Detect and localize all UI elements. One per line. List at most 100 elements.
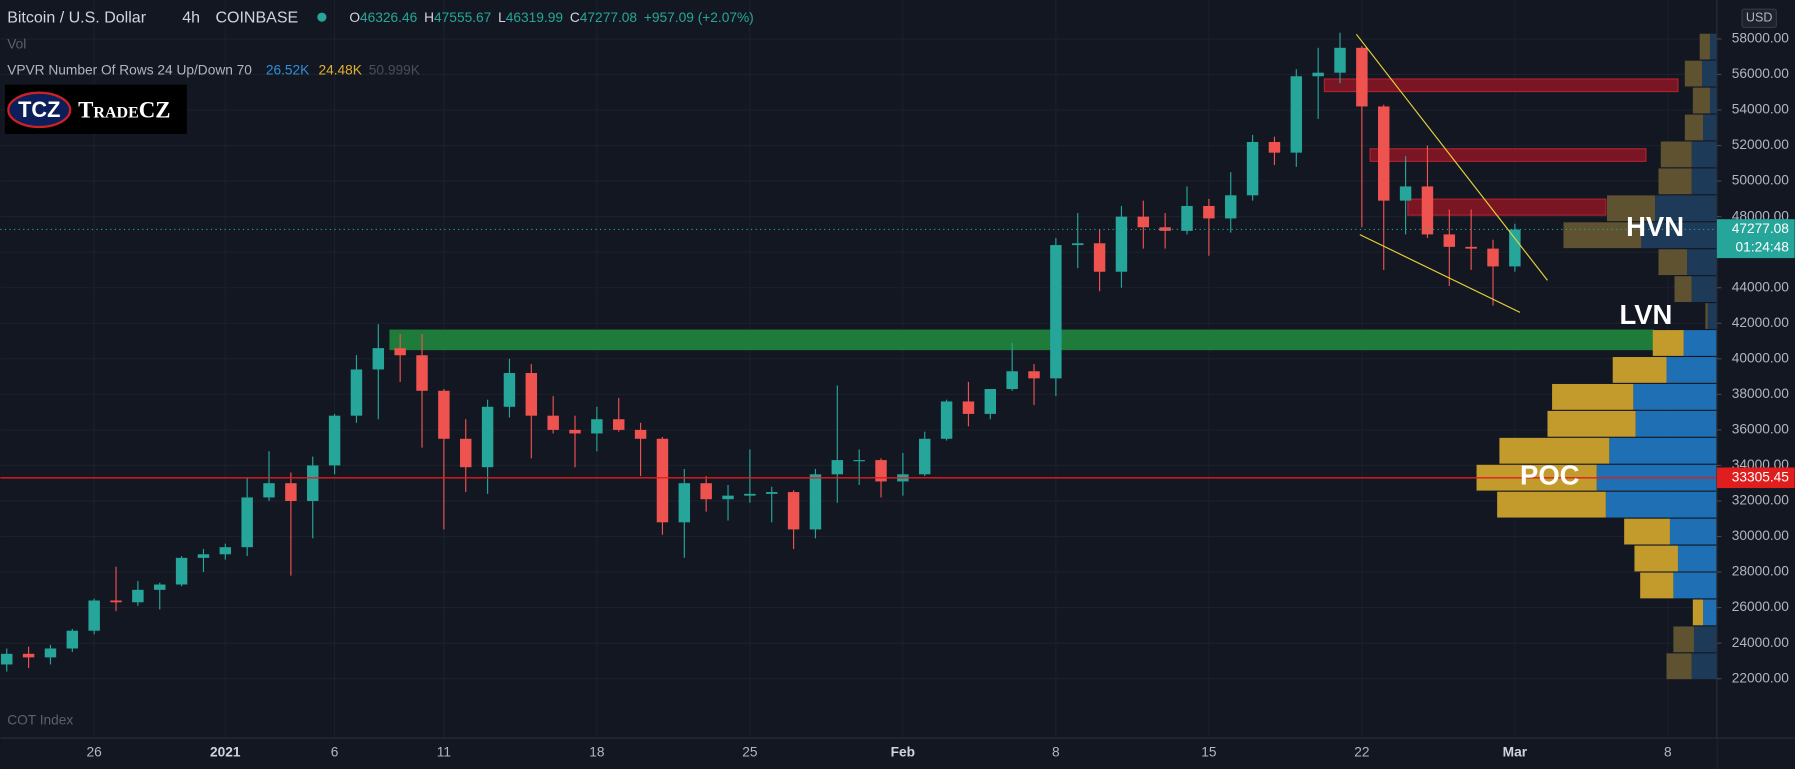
candle-body <box>1509 229 1521 267</box>
profile-up <box>1691 653 1717 680</box>
x-tick-label: 8 <box>1664 745 1672 760</box>
price-axis <box>1716 0 1795 769</box>
profile-down <box>1658 168 1692 195</box>
volume-profile <box>1476 33 1717 680</box>
annotation: HVN <box>1626 211 1684 242</box>
currency-box <box>1741 8 1777 29</box>
candle-body <box>394 348 406 356</box>
candle-body <box>1443 234 1456 247</box>
y-tick-label: 44000.00 <box>1732 279 1790 294</box>
candles <box>1 32 1521 672</box>
candle-body <box>1487 248 1499 267</box>
profile-down <box>1552 383 1634 410</box>
candle-body <box>154 584 166 590</box>
candle-body <box>853 460 865 462</box>
y-tick-label: 56000.00 <box>1732 66 1790 81</box>
ohlc: O 46326.46 H 47555.67 L 46319.99 C 47277.08 +957… <box>349 10 753 25</box>
candle-body <box>1465 246 1477 249</box>
x-tick-label: 15 <box>1201 745 1217 760</box>
profile-down <box>1624 518 1670 545</box>
resistance-zone <box>1323 78 1679 93</box>
exchange: COINBASE <box>215 9 298 27</box>
profile-up <box>1655 195 1717 222</box>
candle-body <box>831 460 844 475</box>
candle-body <box>241 497 253 548</box>
resistance-zone <box>1369 148 1647 162</box>
candle-body <box>481 406 494 468</box>
x-tick-label: Feb <box>891 745 915 760</box>
profile-up <box>1683 330 1717 356</box>
profile-down <box>1673 626 1694 653</box>
ohlc-change: +957.09 (+2.07%) <box>644 10 754 25</box>
profile-down <box>1499 437 1610 464</box>
candle-body <box>613 419 625 430</box>
profile-up <box>1693 626 1717 653</box>
candle-body <box>1290 76 1303 153</box>
vpvr-label: VPVR Number Of Rows 24 Up/Down 70 <box>7 63 252 78</box>
profile-down <box>1652 330 1684 356</box>
candle-body <box>984 389 997 414</box>
countdown: 01:24:48 <box>1736 239 1790 254</box>
vpvr-value: 26.52K <box>266 63 309 78</box>
candle-body <box>1246 141 1259 196</box>
poc-tag <box>1716 467 1795 489</box>
candle-body <box>919 438 931 475</box>
candle-body <box>110 600 122 603</box>
candle-body <box>1203 205 1215 219</box>
candle-body <box>503 373 516 407</box>
vpvr-value: 24.48K <box>318 63 361 78</box>
candle-body <box>1421 186 1434 235</box>
profile-up <box>1691 141 1717 168</box>
profile-down <box>1563 222 1642 249</box>
y-tick-label: 22000.00 <box>1732 670 1790 685</box>
profile-down <box>1684 114 1704 141</box>
logo-text: TradeCZ <box>78 97 170 122</box>
candle-body <box>1334 47 1346 73</box>
profile-up <box>1635 410 1717 437</box>
y-tick-label: 52000.00 <box>1732 137 1790 152</box>
ohlc-key: H <box>424 10 434 25</box>
y-tick-label: 54000.00 <box>1732 102 1790 117</box>
candle-body <box>809 474 822 530</box>
ohlc-value: 46319.99 <box>506 10 563 25</box>
x-tick-label: 25 <box>742 745 758 760</box>
candle-body <box>1137 216 1150 228</box>
x-tick-label: 22 <box>1354 745 1369 760</box>
candle-body <box>197 554 210 558</box>
profile-up <box>1673 572 1717 599</box>
ohlc-value: 47555.67 <box>434 10 491 25</box>
candle-body <box>1093 243 1106 272</box>
x-tick-label: Mar <box>1503 745 1528 760</box>
candle-body <box>591 419 603 434</box>
profile-up <box>1669 518 1717 545</box>
vpvr-value: 50.999K <box>369 63 420 78</box>
poc-label: 33305.45 <box>1732 469 1790 484</box>
profile-down <box>1705 303 1708 329</box>
time-axis <box>0 738 1717 769</box>
candle-body <box>1268 141 1281 153</box>
ohlc-value: 46326.46 <box>360 10 418 25</box>
status-dot <box>317 12 327 22</box>
y-tick-label: 28000.00 <box>1732 564 1790 579</box>
axes: 22000.00 24000.00 26000.00 28000.00 30000.00… <box>87 31 1795 760</box>
candle-body <box>1312 72 1324 77</box>
profile-up <box>1703 114 1717 141</box>
profile-up <box>1709 87 1717 114</box>
x-tick-label: 6 <box>331 745 339 760</box>
profile-up <box>1641 222 1717 249</box>
logo-badge <box>7 91 72 129</box>
y-tick-label: 32000.00 <box>1732 493 1790 508</box>
candle-body <box>678 483 691 523</box>
candle-body <box>263 483 275 498</box>
candle-body <box>634 429 647 439</box>
candle-body <box>438 390 450 439</box>
y-tick-label: 58000.00 <box>1732 31 1790 46</box>
candle-body <box>372 348 385 370</box>
ohlc-key: C <box>570 10 580 25</box>
y-tick-label: 30000.00 <box>1732 528 1790 543</box>
candle-body <box>1028 371 1040 379</box>
candle-body <box>766 492 778 494</box>
profile-up <box>1605 491 1717 518</box>
x-tick-label: 11 <box>437 745 451 760</box>
